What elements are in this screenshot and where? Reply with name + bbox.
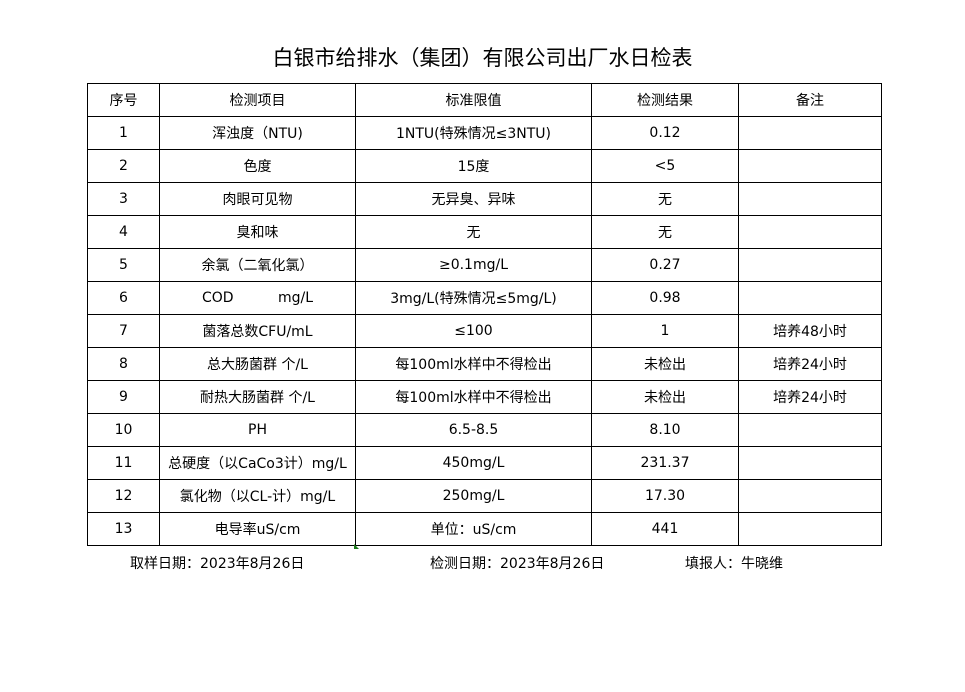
cell-standard: 每100ml水样中不得检出 (355, 380, 592, 414)
cell-result: 1 (591, 314, 739, 348)
table-row: 4 臭和味无无 (87, 215, 882, 249)
cell-remark (738, 149, 882, 183)
cell-result: <5 (591, 149, 739, 183)
cell-item: 色度 (159, 149, 356, 183)
cell-result: 未检出 (591, 347, 739, 381)
cell-standard: 1NTU(特殊情况≤3NTU) (355, 116, 592, 150)
cell-item: 菌落总数CFU/mL (159, 314, 356, 348)
cell-item: 总大肠菌群 个/L (159, 347, 356, 381)
cell-index: 1 (87, 116, 160, 150)
cell-standard: 无 (355, 215, 592, 249)
cell-index: 9 (87, 380, 160, 414)
cell-index: 序号 (87, 83, 160, 117)
cell-remark (738, 281, 882, 315)
cell-remark (738, 215, 882, 249)
table-row: 9 耐热大肠菌群 个/L 每100ml水样中不得检出 未检出 培养24小时 (87, 380, 882, 414)
table-row: 2 色度 15度 <5 (87, 149, 882, 183)
table-row: 3 肉眼可见物 无异臭、异味无 (87, 182, 882, 216)
table-row: 5 余氯（二氧化氯） ≥0.1mg/L 0.27 (87, 248, 882, 282)
cell-result: 无 (591, 215, 739, 249)
cell-remark: 培养24小时 (738, 380, 882, 414)
cell-standard: 15度 (355, 149, 592, 183)
cell-remark (738, 116, 882, 150)
cell-item: 肉眼可见物 (159, 182, 356, 216)
cell-item: 耐热大肠菌群 个/L (159, 380, 356, 414)
cell-result: 无 (591, 182, 739, 216)
cell-item: 总硬度（以CaCo3计）mg/L (159, 446, 356, 480)
cell-result: 17.30 (591, 479, 739, 513)
cell-remark (738, 446, 882, 480)
sample-date: 取样日期：2023年8月26日 (130, 556, 305, 572)
cell-index: 10 (87, 413, 160, 447)
cell-item: 检测项目 (159, 83, 356, 117)
table-row: 7 菌落总数CFU/mL ≤100 1 培养48小时 (87, 314, 882, 348)
header-row: 序号 检测项目 标准限值 检测结果 备注 (87, 83, 882, 117)
cell-index: 11 (87, 446, 160, 480)
cell-comment-marker (354, 544, 359, 549)
cell-standard: 每100ml水样中不得检出 (355, 347, 592, 381)
cell-index: 12 (87, 479, 160, 513)
cell-item: 电导率uS/cm (159, 512, 356, 546)
cell-standard: 无异臭、异味 (355, 182, 592, 216)
cell-standard: ≥0.1mg/L (355, 248, 592, 282)
table-row: 13 电导率uS/cm 单位：uS/cm 441 (87, 512, 882, 546)
table-row: 10 PH 6.5-8.5 8.10 (87, 413, 882, 447)
cell-index: 13 (87, 512, 160, 546)
cell-item: 氯化物（以CL-计）mg/L (159, 479, 356, 513)
cell-result: 未检出 (591, 380, 739, 414)
cell-index: 7 (87, 314, 160, 348)
cell-index: 5 (87, 248, 160, 282)
cell-remark: 备注 (738, 83, 882, 117)
cell-item: 余氯（二氧化氯） (159, 248, 356, 282)
cell-standard: 250mg/L (355, 479, 592, 513)
cell-remark (738, 512, 882, 546)
cell-result: 0.27 (591, 248, 739, 282)
cell-result: 检测结果 (591, 83, 739, 117)
cell-index: 6 (87, 281, 160, 315)
cell-result: 0.98 (591, 281, 739, 315)
cell-result: 441 (591, 512, 739, 546)
inspection-table: 序号 检测项目 标准限值 检测结果 备注 1 浑浊度（NTU) 1NTU(特殊情况≤3NTU)… (87, 83, 882, 546)
cell-remark (738, 479, 882, 513)
cell-result: 8.10 (591, 413, 739, 447)
cell-index: 3 (87, 182, 160, 216)
cell-remark (738, 182, 882, 216)
cell-standard: 单位：uS/cm (355, 512, 592, 546)
test-date: 检测日期：2023年8月26日 (430, 556, 605, 572)
table-row: 11 总硬度（以CaCo3计）mg/L 450mg/L 231.37 (87, 446, 882, 480)
cell-remark: 培养48小时 (738, 314, 882, 348)
cell-index: 4 (87, 215, 160, 249)
table-row: 8 总大肠菌群 个/L 每100ml水样中不得检出 未检出 培养24小时 (87, 347, 882, 381)
cell-standard: 450mg/L (355, 446, 592, 480)
table-row: 12 氯化物（以CL-计）mg/L 250mg/L 17.30 (87, 479, 882, 513)
cell-result: 0.12 (591, 116, 739, 150)
cell-item: COD mg/L (159, 281, 356, 315)
table-row: 1 浑浊度（NTU) 1NTU(特殊情况≤3NTU) 0.12 (87, 116, 882, 150)
cell-remark (738, 413, 882, 447)
cell-standard: ≤100 (355, 314, 592, 348)
page-title: 白银市给排水（集团）有限公司出厂水日检表 (272, 46, 693, 70)
reporter: 填报人：牛晓维 (685, 556, 783, 572)
cell-item: 臭和味 (159, 215, 356, 249)
cell-item: 浑浊度（NTU) (159, 116, 356, 150)
cell-standard: 6.5-8.5 (355, 413, 592, 447)
cell-remark: 培养24小时 (738, 347, 882, 381)
cell-result: 231.37 (591, 446, 739, 480)
table-row: 6 COD mg/L 3mg/L(特殊情况≤5mg/L) 0.98 (87, 281, 882, 315)
cell-standard: 标准限值 (355, 83, 592, 117)
cell-remark (738, 248, 882, 282)
cell-standard: 3mg/L(特殊情况≤5mg/L) (355, 281, 592, 315)
cell-index: 2 (87, 149, 160, 183)
cell-index: 8 (87, 347, 160, 381)
cell-item: PH (159, 413, 356, 447)
